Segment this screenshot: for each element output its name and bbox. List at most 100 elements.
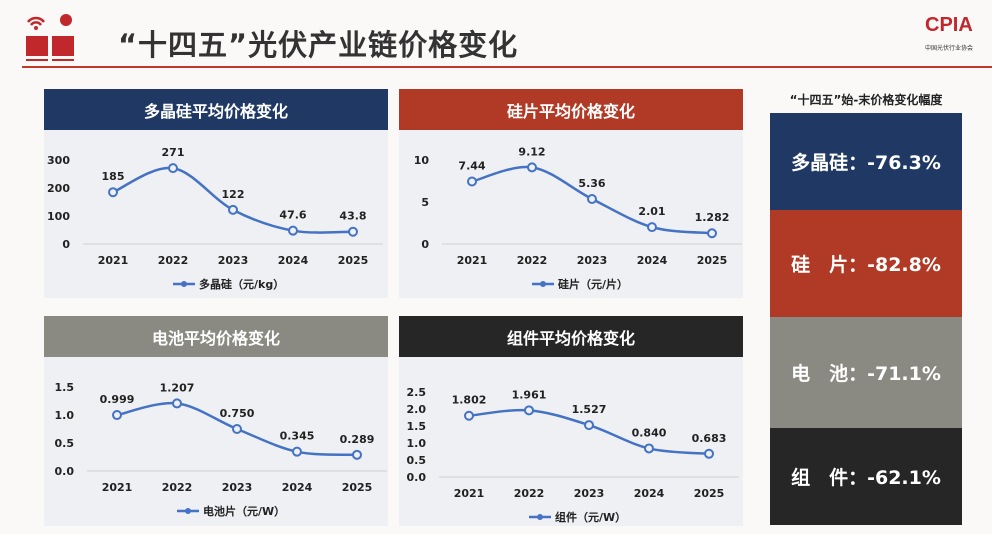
x-tick-label: 2021 — [457, 254, 488, 267]
summary-wafer: 硅 片：-82.8% — [770, 210, 962, 317]
legend-label: 多晶硅（元/kg） — [199, 277, 284, 291]
legend-marker-icon — [185, 508, 191, 514]
polysilicon-chart-panel: 多晶硅平均价格变化 0 100 200 300 2021 2022 2023 2024 2025… — [44, 89, 388, 298]
x-tick-label: 2024 — [278, 254, 309, 267]
y-tick-label: 0.0 — [55, 465, 75, 478]
data-point — [644, 443, 654, 454]
data-point — [288, 225, 298, 236]
data-label: 1.207 — [160, 381, 195, 394]
data-point — [232, 424, 242, 434]
legend-marker-icon — [537, 514, 543, 520]
data-point — [172, 398, 182, 409]
x-tick-label: 2022 — [158, 254, 189, 267]
module-chart-panel: 组件平均价格变化 0.0 0.5 1.0 1.5 2.0 2.5 2021 2022 2023 2… — [399, 316, 743, 526]
x-tick-label: 2025 — [342, 481, 373, 494]
data-label: 43.8 — [339, 210, 366, 223]
cell-line-chart: 0.0 0.5 1.0 1.5 2021 2022 2023 2024 2025 0.999 1.2… — [55, 381, 387, 518]
data-point — [647, 222, 657, 233]
data-point — [707, 228, 717, 239]
data-point — [524, 405, 534, 416]
panel-title: 电池平均价格变化 — [44, 316, 388, 357]
x-tick-label: 2022 — [517, 254, 548, 267]
x-tick-label: 2022 — [514, 487, 545, 500]
data-point — [587, 193, 597, 204]
y-tick-label: 1.0 — [55, 409, 75, 422]
x-tick-label: 2021 — [454, 487, 485, 500]
x-tick-label: 2023 — [222, 481, 253, 494]
data-label: 0.840 — [632, 426, 667, 439]
wafer-line-chart: 0 5 10 2021 2022 2023 2024 2025 7.44 9.12 5.36 2.01… — [414, 145, 742, 291]
data-point — [228, 204, 238, 215]
legend-marker-icon — [540, 281, 546, 287]
data-label: 0.750 — [220, 407, 255, 420]
cell-chart-panel: 电池平均价格变化 0.0 0.5 1.0 1.5 2021 2022 2023 2024 202… — [44, 316, 388, 526]
data-point — [112, 410, 122, 421]
y-tick-label: 200 — [47, 182, 70, 195]
y-tick-label: 0.0 — [407, 471, 427, 484]
data-label: 1.282 — [695, 211, 730, 224]
data-point — [292, 446, 302, 457]
data-point — [168, 163, 178, 174]
legend-label: 硅片（元/片） — [558, 277, 628, 291]
data-label: 7.44 — [458, 160, 485, 173]
y-tick-label: 1.0 — [407, 437, 427, 450]
polysilicon-line-chart: 0 100 200 300 2021 2022 2023 2024 2025 185 271 122 4… — [47, 146, 383, 291]
data-label: 0.289 — [340, 433, 375, 446]
summary-module: 组 件：-62.1% — [770, 428, 962, 525]
data-label: 5.36 — [578, 177, 605, 190]
data-point — [464, 410, 474, 421]
header-divider — [22, 66, 992, 68]
y-tick-label: 10 — [414, 154, 430, 167]
module-line-chart: 0.0 0.5 1.0 1.5 2.0 2.5 2021 2022 2023 2024 2025 1.… — [407, 386, 739, 524]
data-label: 0.345 — [280, 430, 315, 443]
x-tick-label: 2022 — [162, 481, 193, 494]
x-tick-label: 2023 — [577, 254, 608, 267]
data-label: 1.802 — [452, 394, 487, 407]
data-point — [108, 187, 118, 198]
y-tick-label: 2.5 — [407, 386, 427, 399]
data-label: 271 — [162, 146, 185, 159]
x-tick-label: 2021 — [102, 481, 133, 494]
data-point — [527, 162, 537, 173]
data-label: 47.6 — [279, 209, 306, 222]
summary-polysilicon: 多晶硅：-76.3% — [770, 113, 962, 210]
x-tick-label: 2024 — [634, 487, 665, 500]
summary-cell: 电 池：-71.1% — [770, 317, 962, 428]
x-tick-label: 2024 — [637, 254, 668, 267]
x-tick-label: 2025 — [697, 254, 728, 267]
wafer-chart-panel: 硅片平均价格变化 0 5 10 2021 2022 2023 2024 2025 7.44 9.1… — [399, 89, 743, 298]
y-tick-label: 0.5 — [407, 454, 427, 467]
x-tick-label: 2025 — [338, 254, 369, 267]
panel-title: 硅片平均价格变化 — [399, 89, 743, 130]
data-label: 1.527 — [572, 403, 607, 416]
x-tick-label: 2025 — [694, 487, 725, 500]
y-tick-label: 0 — [62, 238, 70, 251]
data-label: 9.12 — [518, 145, 545, 158]
legend-label: 电池片（元/W） — [203, 504, 285, 518]
x-tick-label: 2021 — [98, 254, 129, 267]
data-point — [352, 449, 362, 460]
legend-marker-icon — [181, 281, 187, 287]
data-point — [704, 448, 714, 459]
series-line — [468, 408, 710, 456]
x-tick-label: 2023 — [218, 254, 249, 267]
y-tick-label: 100 — [47, 210, 70, 223]
y-tick-label: 0 — [421, 238, 429, 251]
y-tick-label: 2.0 — [407, 403, 427, 416]
solar-panel-logo-icon — [26, 14, 74, 61]
cpia-logo: CPIA 中国光伏行业协会 — [925, 14, 974, 52]
panel-title: 组件平均价格变化 — [399, 316, 743, 357]
data-label: 0.683 — [692, 432, 727, 445]
data-label: 2.01 — [638, 205, 665, 218]
y-tick-label: 1.5 — [55, 381, 75, 394]
data-label: 0.999 — [100, 393, 135, 406]
y-tick-label: 300 — [47, 154, 70, 167]
x-tick-label: 2024 — [282, 481, 313, 494]
data-label: 1.961 — [512, 388, 547, 401]
data-point — [584, 420, 594, 431]
page-title: “十四五”光伏产业链价格变化 — [118, 28, 519, 62]
x-tick-label: 2023 — [574, 487, 605, 500]
summary-title: “十四五”始-末价格变化幅度 — [789, 93, 943, 107]
legend-label: 组件（元/W） — [555, 510, 626, 524]
y-tick-label: 1.5 — [407, 420, 427, 433]
